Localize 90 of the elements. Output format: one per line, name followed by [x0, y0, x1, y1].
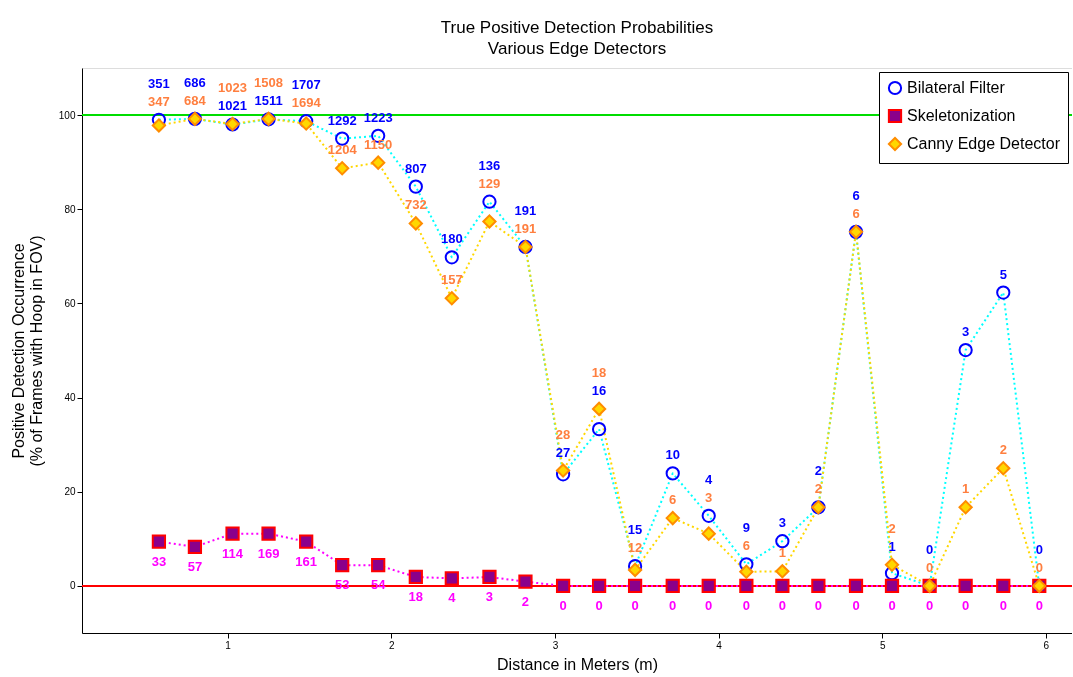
annotation: 161 [295, 553, 318, 569]
annotation: 114 [222, 545, 244, 561]
annotation: 0 [888, 597, 896, 613]
y-axis-title: Positive Detection Occurrence (% of Frames with Hoop in FOV) [9, 235, 45, 467]
x-tick-label: 5 [879, 639, 886, 651]
annotation: 0 [705, 597, 713, 613]
annotation: 732 [404, 197, 427, 213]
legend-label: Bilateral Filter [907, 79, 1006, 96]
y-tick-label: 60 [64, 297, 76, 309]
annotation: 191 [514, 202, 537, 218]
annotation: 684 [184, 92, 207, 108]
annotation: 347 [148, 93, 170, 109]
x-tick-label: 6 [1043, 639, 1050, 651]
annotation: 0 [631, 597, 639, 613]
annotation: 0 [778, 597, 786, 613]
annotation: 3 [962, 324, 970, 340]
annotation: 180 [440, 231, 463, 247]
x-tick-label: 4 [716, 639, 723, 651]
annotation: 3 [705, 489, 713, 505]
chart-subtitle: Various Edge Detectors [487, 39, 667, 58]
annotation: 1694 [291, 95, 322, 111]
annotation: 1 [778, 545, 786, 561]
annotation: 3 [485, 588, 494, 604]
annotation: 10 [665, 447, 680, 463]
annotation: 6 [852, 205, 860, 221]
annotation: 0 [926, 597, 934, 613]
annotation: 18 [408, 588, 424, 604]
annotation: 0 [852, 597, 860, 613]
annotation: 18 [591, 364, 607, 380]
annotation: 1021 [218, 98, 248, 114]
annotation: 0 [669, 597, 677, 613]
annotation: 191 [514, 220, 537, 236]
chart-title: True Positive Detection Probabilities [440, 18, 714, 37]
annotation: 0 [926, 541, 934, 557]
annotation: 1023 [218, 80, 248, 96]
annotation: 4 [705, 471, 714, 487]
annotation: 5 [999, 266, 1007, 282]
annotation: 0 [814, 597, 822, 613]
annotation: 9 [742, 520, 750, 536]
annotation: 12 [627, 540, 643, 556]
annotation: 0 [999, 597, 1007, 613]
annotation: 0 [926, 559, 934, 575]
y-tick-label: 80 [64, 203, 76, 215]
annotation: 3 [778, 515, 786, 531]
x-axis-title: Distance in Meters (m) [497, 655, 658, 673]
annotation: 27 [555, 444, 571, 460]
annotation: 2 [888, 520, 896, 536]
annotation: 686 [184, 74, 206, 90]
annotation: 6 [742, 538, 750, 554]
annotation: 16 [591, 382, 607, 398]
annotation: 0 [962, 597, 970, 613]
annotation: 1204 [327, 142, 358, 158]
annotation: 0 [1035, 559, 1043, 575]
annotation: 1 [888, 538, 896, 554]
annotation: 4 [448, 590, 457, 606]
x-tick-label: 1 [225, 639, 232, 651]
y-tick-label: 0 [69, 580, 76, 592]
y-tick-label: 20 [64, 486, 76, 498]
annotation: 129 [478, 175, 501, 191]
annotation: 57 [187, 558, 203, 574]
x-tick-label: 3 [552, 639, 559, 651]
annotation: 2 [521, 593, 530, 609]
annotation: 1 [962, 481, 970, 497]
legend-label: Skeletonization [907, 107, 1016, 124]
annotation: 1150 [364, 136, 393, 152]
annotation: 0 [595, 597, 603, 613]
annotation: 0 [1035, 541, 1043, 557]
annotation: 0 [742, 597, 750, 613]
annotation: 0 [559, 597, 567, 613]
y-tick-label: 100 [58, 109, 76, 121]
annotation: 169 [257, 545, 280, 561]
legend-label: Canny Edge Detector [907, 135, 1061, 152]
annotation: 1292 [327, 112, 357, 128]
y-tick-label: 40 [64, 392, 76, 404]
annotation: 2 [814, 481, 822, 497]
annotation: 33 [151, 553, 167, 569]
annotation: 351 [148, 75, 170, 91]
annotation: 1511 [254, 92, 283, 108]
annotation: 6 [852, 187, 860, 203]
annotation: 1508 [254, 74, 284, 90]
annotation: 2 [999, 442, 1007, 458]
annotation: 807 [404, 160, 427, 176]
annotation: 1707 [291, 77, 321, 93]
annotation: 15 [627, 522, 643, 538]
annotation: 0 [1035, 597, 1043, 613]
annotation: 28 [555, 426, 571, 442]
x-tick-label: 2 [388, 639, 395, 651]
annotation: 6 [669, 492, 677, 508]
annotation: 2 [814, 463, 822, 479]
annotation: 136 [478, 157, 501, 173]
